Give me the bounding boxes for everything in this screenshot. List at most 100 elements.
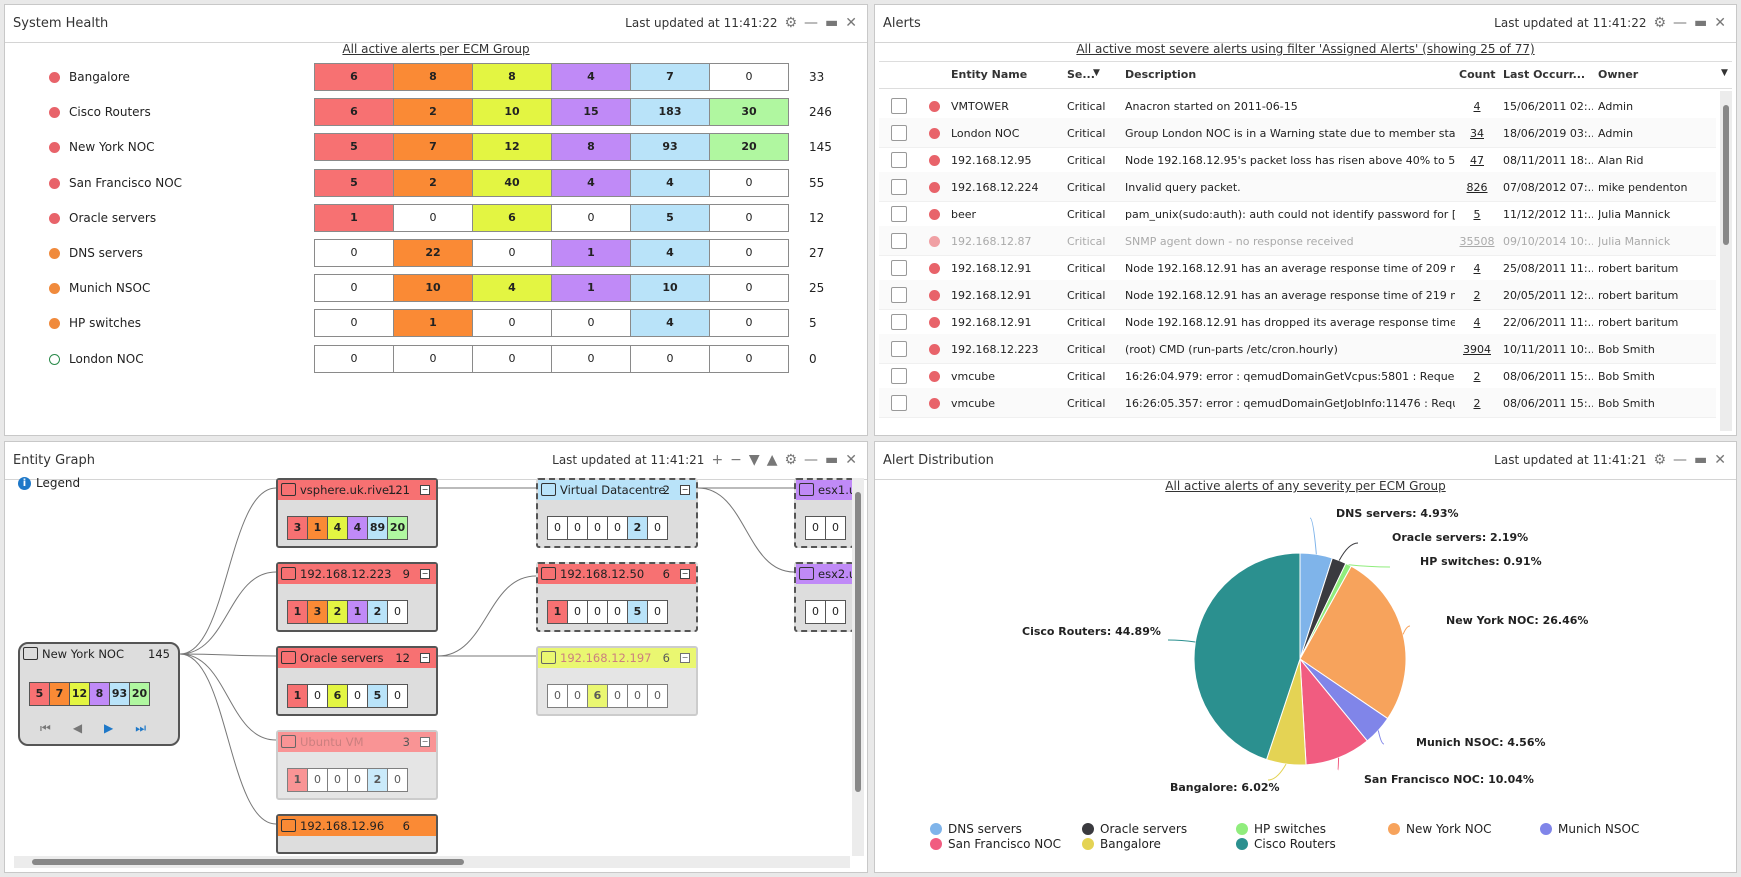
node-severity-cell[interactable]: 0 — [805, 516, 826, 540]
scrollbar-thumb[interactable] — [1723, 105, 1729, 245]
node-severity-cell[interactable]: 1 — [287, 768, 308, 792]
severity-cell[interactable]: 93 — [630, 133, 710, 162]
node-severity-cell[interactable]: 12 — [69, 682, 90, 706]
count-link[interactable]: 47 — [1470, 154, 1484, 167]
node-severity-cell[interactable]: 0 — [327, 768, 348, 792]
severity-cell[interactable]: 4 — [551, 63, 631, 91]
count-link[interactable]: 2 — [1473, 289, 1481, 302]
row-checkbox[interactable] — [891, 179, 907, 195]
count-link[interactable]: 2 — [1473, 370, 1481, 383]
collapse-icon[interactable]: − — [680, 569, 690, 579]
node-severity-cell[interactable]: 1 — [287, 684, 308, 708]
table-row[interactable]: 192.168.12.91 Critical Node 192.168.12.91 … — [879, 253, 1716, 283]
col-count[interactable]: Count — [1459, 68, 1496, 81]
severity-cell[interactable]: 0 — [314, 239, 394, 267]
severity-cell[interactable]: 0 — [709, 309, 789, 338]
severity-cell[interactable]: 22 — [393, 239, 473, 267]
row-checkbox[interactable] — [891, 206, 907, 222]
zoom-in-icon[interactable]: + — [711, 452, 724, 468]
count-link[interactable]: 34 — [1470, 127, 1484, 140]
severity-cell[interactable]: 12 — [472, 133, 552, 162]
severity-cell[interactable]: 30 — [709, 98, 789, 127]
count-link[interactable]: 35508 — [1459, 235, 1495, 248]
node-severity-cell[interactable]: 2 — [627, 516, 648, 540]
severity-cell[interactable]: 0 — [472, 239, 552, 267]
row-checkbox[interactable] — [891, 152, 907, 168]
graph-node[interactable]: esx2.u 00 — [794, 562, 854, 632]
node-severity-cell[interactable]: 0 — [805, 600, 826, 624]
severity-cell[interactable]: 10 — [393, 274, 473, 303]
severity-cell[interactable]: 5 — [630, 203, 710, 232]
graph-node[interactable]: Oracle servers 12−1 0 6 0 5 0 — [276, 646, 438, 716]
count-link[interactable]: 3904 — [1463, 343, 1491, 356]
node-severity-cell[interactable]: 1 — [307, 516, 328, 540]
row-checkbox[interactable] — [891, 314, 907, 330]
table-row[interactable]: 192.168.12.87 Critical SNMP agent down - n… — [879, 226, 1716, 256]
collapse-down-icon[interactable]: ▼ — [748, 452, 760, 468]
severity-cell[interactable]: 15 — [551, 98, 631, 127]
severity-cell[interactable]: 40 — [472, 168, 552, 197]
node-severity-cell[interactable]: 0 — [547, 684, 568, 708]
node-severity-cell[interactable]: 20 — [387, 516, 408, 540]
graph-node[interactable]: 192.168.12.96 6 — [276, 814, 438, 854]
minimize-icon[interactable]: — — [804, 15, 819, 31]
severity-cell[interactable]: 0 — [551, 309, 631, 338]
col-description[interactable]: Description — [1125, 68, 1197, 81]
severity-cell[interactable]: 0 — [472, 309, 552, 338]
last-page-icon[interactable]: ⏭ — [135, 721, 147, 735]
table-row[interactable]: vmcube Critical 16:26:05.357: error : qemu… — [879, 388, 1716, 418]
row-checkbox[interactable] — [891, 341, 907, 357]
node-severity-cell[interactable]: 89 — [367, 516, 388, 540]
health-row[interactable]: New York NOC 5 7 12 8 93 20 145 — [5, 133, 867, 162]
severity-cell[interactable]: 6 — [472, 203, 552, 232]
count-link[interactable]: 2 — [1473, 397, 1481, 410]
severity-cell[interactable]: 6 — [314, 63, 394, 91]
node-severity-cell[interactable]: 6 — [587, 684, 608, 708]
graph-node[interactable]: Virtual Datacentre 2−0 0 0 0 2 0 — [536, 478, 698, 548]
node-severity-cell[interactable]: 3 — [307, 600, 328, 624]
row-checkbox[interactable] — [891, 368, 907, 384]
node-severity-cell[interactable]: 1 — [547, 600, 568, 624]
node-severity-cell[interactable]: 0 — [607, 516, 628, 540]
node-severity-cell[interactable]: 0 — [567, 684, 588, 708]
info-icon[interactable]: i — [18, 477, 31, 490]
collapse-icon[interactable]: − — [680, 485, 690, 495]
scrollbar-thumb[interactable] — [855, 492, 861, 792]
severity-cell[interactable]: 20 — [709, 133, 789, 162]
node-severity-cell[interactable]: 0 — [607, 600, 628, 624]
severity-cell[interactable]: 4 — [630, 309, 710, 338]
column-menu-icon[interactable]: ▼ — [1721, 68, 1728, 78]
health-row[interactable]: Bangalore 6 8 8 4 7 0 33 — [5, 63, 867, 91]
scrollbar-thumb[interactable] — [32, 859, 464, 865]
severity-cell[interactable]: 1 — [551, 239, 631, 267]
node-severity-cell[interactable]: 0 — [387, 600, 408, 624]
severity-cell[interactable]: 7 — [630, 63, 710, 91]
node-severity-cell[interactable]: 0 — [387, 768, 408, 792]
health-row[interactable]: HP switches 0 1 0 0 4 0 5 — [5, 309, 867, 338]
close-icon[interactable]: ✕ — [845, 15, 857, 31]
row-checkbox[interactable] — [891, 287, 907, 303]
node-severity-cell[interactable]: 0 — [647, 516, 668, 540]
minimize-icon[interactable]: — — [1673, 452, 1688, 468]
severity-cell[interactable]: 4 — [472, 274, 552, 303]
severity-cell[interactable]: 10 — [472, 98, 552, 127]
node-severity-cell[interactable]: 0 — [825, 516, 846, 540]
table-row[interactable]: 192.168.12.223 Critical (root) CMD (run-pa… — [879, 334, 1716, 364]
legend-item[interactable]: HP switches — [1236, 822, 1326, 836]
graph-node[interactable]: vsphere.uk.rive... 121−3 1 4 4 89 20 — [276, 478, 438, 548]
severity-cell[interactable]: 0 — [314, 274, 394, 303]
node-severity-cell[interactable]: 6 — [327, 684, 348, 708]
severity-cell[interactable]: 4 — [551, 168, 631, 197]
node-severity-cell[interactable]: 2 — [367, 600, 388, 624]
graph-node[interactable]: 192.168.12.197 6−0 0 6 0 0 0 — [536, 646, 698, 716]
collapse-icon[interactable]: − — [420, 653, 430, 663]
severity-cell[interactable]: 8 — [472, 63, 552, 91]
collapse-icon[interactable]: − — [420, 569, 430, 579]
node-severity-cell[interactable]: 4 — [347, 516, 368, 540]
col-last-occurrence[interactable]: Last Occurr... — [1503, 68, 1586, 81]
expand-up-icon[interactable]: ▲ — [766, 452, 778, 468]
next-page-icon[interactable]: ▶ — [104, 721, 114, 735]
node-severity-cell[interactable]: 0 — [347, 768, 368, 792]
count-link[interactable]: 826 — [1466, 181, 1488, 194]
severity-cell[interactable]: 1 — [551, 274, 631, 303]
